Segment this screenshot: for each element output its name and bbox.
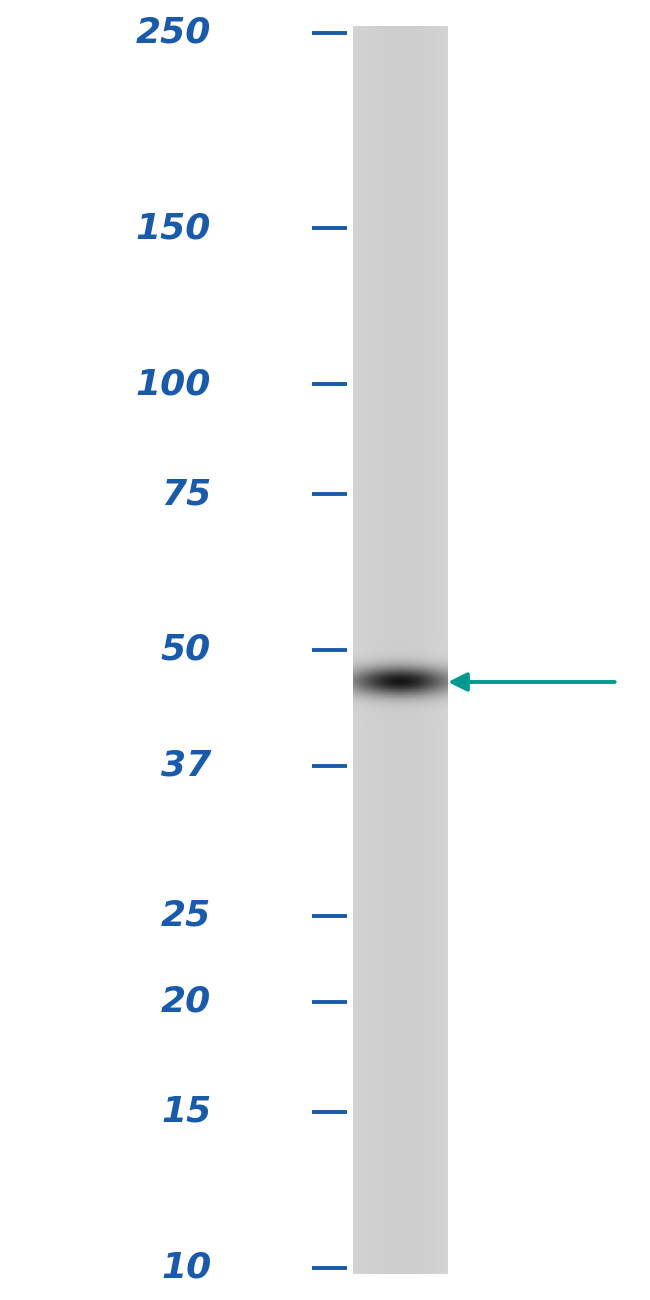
Text: 150: 150 — [136, 212, 211, 246]
Text: 50: 50 — [161, 633, 211, 667]
Text: 250: 250 — [136, 16, 211, 49]
Text: 25: 25 — [161, 898, 211, 933]
Text: 37: 37 — [161, 749, 211, 783]
Text: 100: 100 — [136, 367, 211, 402]
Text: 75: 75 — [161, 477, 211, 511]
Text: 10: 10 — [161, 1251, 211, 1284]
Text: 15: 15 — [161, 1095, 211, 1128]
Text: 20: 20 — [161, 984, 211, 1019]
